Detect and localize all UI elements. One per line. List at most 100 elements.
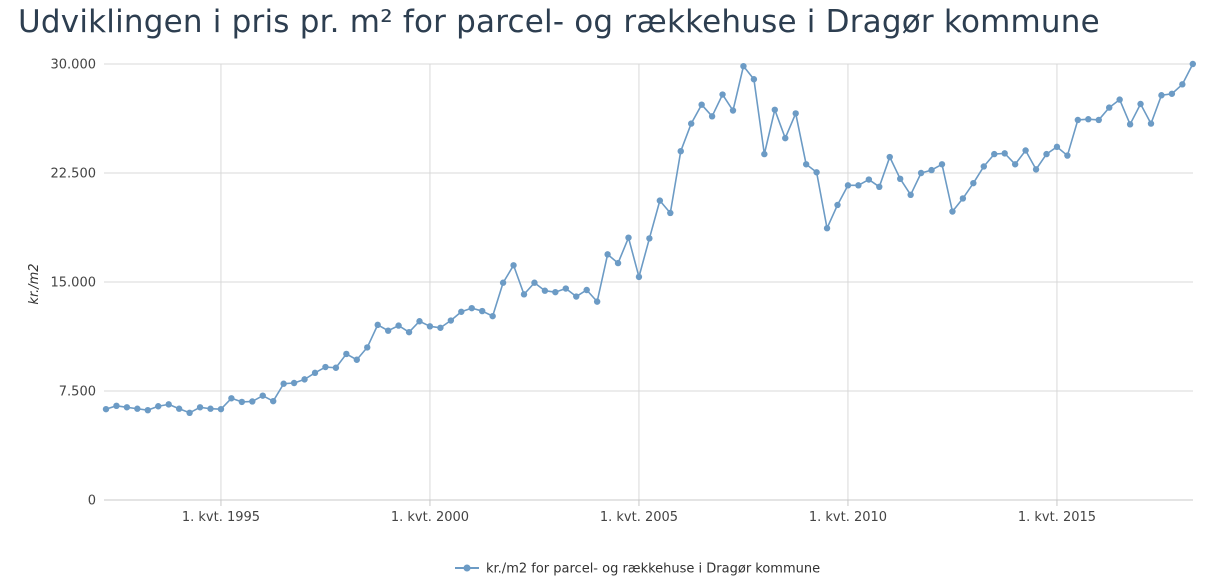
data-point[interactable] [1179,81,1186,88]
data-point[interactable] [134,405,141,412]
data-point[interactable] [959,195,967,202]
data-point[interactable] [844,182,852,189]
data-point[interactable] [1085,116,1092,123]
data-point[interactable] [876,183,883,191]
data-point[interactable] [207,405,214,412]
data-point[interactable] [416,318,423,325]
data-point[interactable] [405,328,413,336]
data-point[interactable] [479,307,486,315]
data-point[interactable] [949,208,956,215]
data-point[interactable] [782,134,789,142]
data-point[interactable] [1137,100,1144,108]
data-point[interactable] [447,317,455,324]
data-point[interactable] [311,369,319,377]
data-point[interactable] [1147,120,1155,127]
data-point[interactable] [531,279,538,286]
data-point[interactable] [238,398,246,406]
data-point[interactable] [280,380,287,387]
data-point[interactable] [1116,96,1123,103]
data-point[interactable] [834,201,841,209]
data-point[interactable] [332,364,340,371]
data-point[interactable] [677,148,684,155]
data-point[interactable] [426,323,434,330]
data-point[interactable] [384,327,392,334]
data-point[interactable] [688,120,695,127]
data-point[interactable] [625,234,632,241]
data-point[interactable] [917,169,925,177]
data-point[interactable] [102,405,110,413]
data-point[interactable] [290,379,298,387]
data-point[interactable] [1011,161,1019,168]
data-point[interactable] [249,398,256,405]
data-point[interactable] [123,404,131,411]
data-point[interactable] [656,197,664,204]
data-point[interactable] [970,179,977,187]
data-point[interactable] [353,356,360,363]
data-point[interactable] [458,308,465,315]
data-point[interactable] [395,322,402,329]
data-point[interactable] [1168,90,1176,97]
data-point[interactable] [593,298,601,305]
data-point[interactable] [667,209,674,217]
data-point[interactable] [196,404,204,411]
data-point[interactable] [165,401,172,408]
data-point[interactable] [217,405,225,413]
data-point[interactable] [270,397,277,405]
data-point[interactable] [991,150,998,158]
data-point[interactable] [855,182,862,189]
data-point[interactable] [259,392,266,399]
data-point[interactable] [698,101,705,108]
data-point[interactable] [468,304,475,312]
data-point[interactable] [1189,60,1197,68]
data-point[interactable] [646,235,653,242]
data-point[interactable] [489,312,496,320]
data-point[interactable] [897,175,904,183]
data-point[interactable] [510,262,517,269]
data-point[interactable] [113,402,120,410]
data-point[interactable] [719,91,726,98]
data-point[interactable] [1043,150,1050,158]
data-point[interactable] [343,350,350,358]
data-point[interactable] [1126,121,1134,128]
data-point[interactable] [573,293,580,300]
data-point[interactable] [823,225,831,232]
data-point[interactable] [740,62,747,70]
data-point[interactable] [364,344,371,351]
data-point[interactable] [322,363,329,371]
legend-label[interactable]: kr./m2 for parcel- og rækkehuse i Dragør… [486,562,820,577]
data-point[interactable] [1158,92,1165,99]
data-point[interactable] [1064,152,1071,159]
data-point[interactable] [552,288,559,296]
data-point[interactable] [938,161,946,168]
data-point[interactable] [1095,116,1102,124]
data-point[interactable] [802,161,810,168]
data-point[interactable] [499,279,507,286]
data-point[interactable] [155,403,162,410]
data-point[interactable] [175,405,183,412]
data-point[interactable] [1001,150,1008,157]
data-point[interactable] [750,76,758,83]
data-point[interactable] [562,285,569,292]
data-point[interactable] [1032,166,1040,173]
data-point[interactable] [186,409,193,416]
data-point[interactable] [583,286,590,294]
legend[interactable]: kr./m2 for parcel- og rækkehuse i Dragør… [455,562,820,577]
data-point[interactable] [771,106,778,113]
data-point[interactable] [1053,143,1061,151]
data-point[interactable] [792,110,799,117]
data-point[interactable] [928,166,935,174]
data-point[interactable] [635,273,643,281]
data-point[interactable] [1022,147,1029,154]
data-point[interactable] [228,395,235,402]
data-point[interactable] [1074,116,1082,124]
data-point[interactable] [144,406,151,414]
data-point[interactable] [614,259,622,267]
data-point[interactable] [907,191,914,198]
data-point[interactable] [1106,104,1113,111]
data-point[interactable] [604,251,611,258]
data-point[interactable] [301,376,308,383]
data-point[interactable] [541,287,549,294]
data-point[interactable] [980,163,987,170]
data-point[interactable] [520,291,528,298]
data-point[interactable] [813,169,820,176]
